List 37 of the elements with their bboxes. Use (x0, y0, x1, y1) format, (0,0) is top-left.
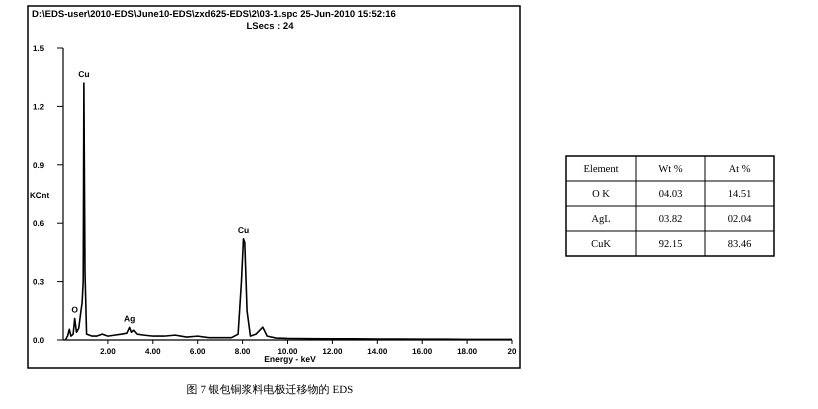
x-tick-label: 16.00 (412, 347, 433, 356)
y-tick-label: 0.3 (33, 278, 45, 287)
y-tick-label: 0.0 (33, 336, 45, 345)
chart-title: D:\EDS-user\2010-EDS\June10-EDS\zxd625-EDS\2\03-1.spc 25-Jun-2010 15:52:16 (32, 9, 396, 20)
annotation: Ag (124, 313, 136, 324)
x-tick-label: 4.00 (145, 347, 162, 356)
text: 02.04 (728, 214, 752, 225)
x-tick-label: 6.00 (190, 347, 206, 356)
y-tick-label: 0.6 (33, 219, 45, 228)
x-tick-label: 20 (508, 347, 517, 356)
x-tick-label: 18.00 (457, 347, 478, 356)
text: O K (592, 189, 610, 200)
text: 14.51 (728, 189, 752, 200)
text: 83.46 (728, 239, 752, 250)
x-tick-label: 10.00 (277, 347, 298, 356)
text: At % (728, 164, 751, 175)
annotation: Cu (78, 69, 90, 80)
text: AgL (591, 214, 611, 225)
chart-subtitle: LSecs : 24 (246, 21, 294, 32)
text: 04.03 (658, 189, 682, 200)
text: Element (584, 164, 619, 175)
text: 03.82 (658, 214, 682, 225)
text: Wt % (658, 164, 683, 175)
caption: 图 7 银包铜浆料电极迁移物的 EDS (186, 383, 354, 396)
y-tick-label: 1.2 (33, 102, 45, 112)
text: CuK (591, 239, 612, 250)
annotation: Cu (238, 224, 250, 235)
x-tick-label: 14.00 (367, 347, 388, 356)
x-tick-label: 2.00 (100, 347, 116, 356)
annotation: O (71, 304, 78, 315)
x-axis-title: Energy - keV (264, 354, 316, 364)
x-tick-label: 12.00 (322, 347, 343, 356)
y-axis-title: KCnt (30, 191, 50, 200)
x-tick-label: 8.00 (234, 347, 251, 356)
text: 92.15 (658, 239, 682, 250)
y-tick-label: 0.9 (33, 160, 45, 170)
y-tick-label: 1.5 (33, 44, 45, 53)
